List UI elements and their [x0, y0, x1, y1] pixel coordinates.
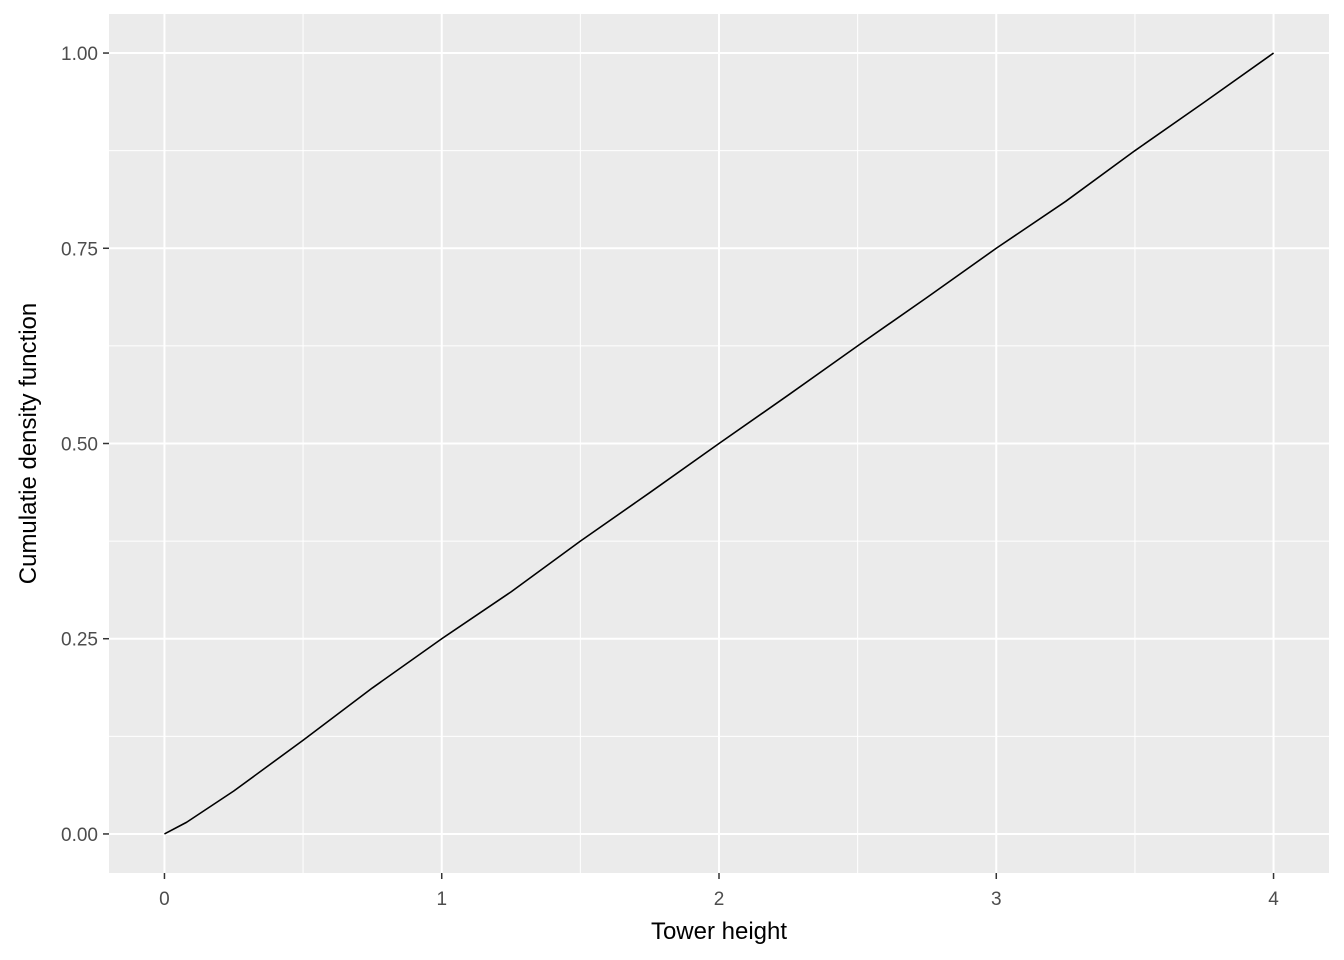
x-tick-label: 2	[714, 889, 725, 910]
x-tick-label: 1	[436, 889, 447, 910]
x-tick-label: 4	[1268, 889, 1279, 910]
x-axis-title: Tower height	[651, 918, 787, 945]
x-tick-label: 3	[991, 889, 1002, 910]
y-tick-label: 0.50	[61, 435, 98, 456]
y-axis-title: Cumulatie density function	[15, 303, 42, 584]
y-axis: 0.00 0.25 0.50 0.75 1.00	[61, 44, 109, 846]
cdf-series-line	[164, 52, 1275, 835]
y-tick-label: 0.00	[61, 825, 98, 846]
y-tick-label: 0.75	[61, 239, 98, 260]
x-axis: 0 1 2 3 4	[159, 873, 1279, 910]
y-tick-label: 1.00	[61, 44, 98, 65]
y-tick-label: 0.25	[61, 630, 98, 651]
series-layer	[164, 52, 1275, 835]
x-tick-label: 0	[159, 889, 170, 910]
